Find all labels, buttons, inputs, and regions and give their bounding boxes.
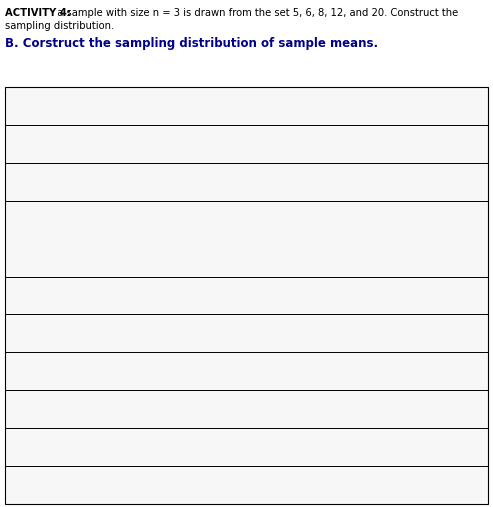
Text: B. Corstruct the sampling distribution of sample means.: B. Corstruct the sampling distribution o… — [5, 37, 378, 50]
Text: sampling distribution.: sampling distribution. — [5, 21, 114, 31]
Bar — [5, 87, 488, 504]
Text: a sample with size n = 3 is drawn from the set 5, 6, 8, 12, and 20. Construct th: a sample with size n = 3 is drawn from t… — [51, 8, 458, 18]
Text: ACTIVITY 4:: ACTIVITY 4: — [5, 8, 71, 18]
